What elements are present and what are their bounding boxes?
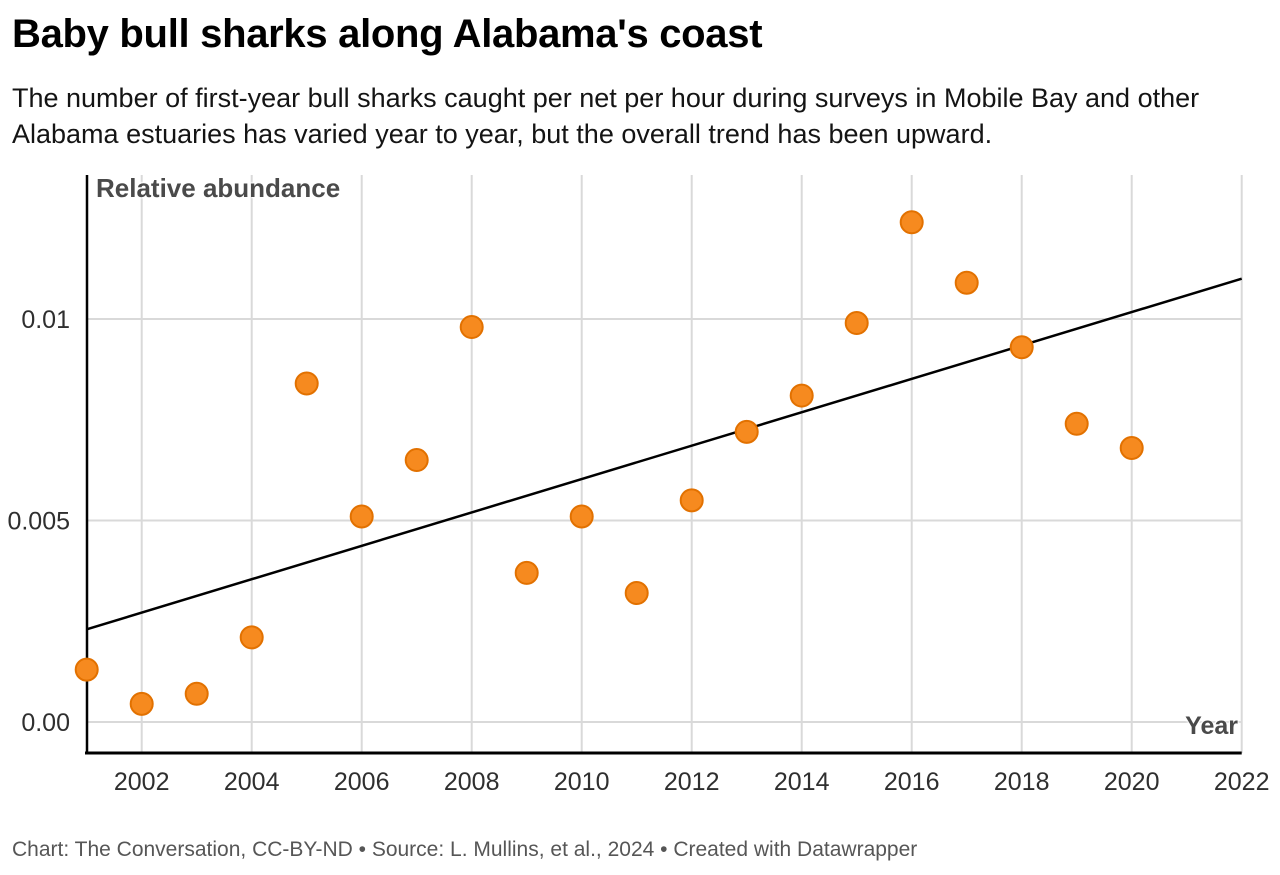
chart-subtitle: The number of first-year bull sharks cau… [12, 83, 1200, 149]
data-point [569, 504, 594, 529]
data-point [1064, 411, 1089, 436]
data-point [1119, 435, 1144, 460]
data-point [1009, 335, 1034, 360]
trend-line [86, 277, 1243, 631]
y-tick-label: 0.00 [21, 709, 70, 737]
data-point [734, 419, 759, 444]
x-tick-label: 2010 [554, 768, 610, 796]
y-axis-title: Relative abundance [96, 173, 341, 203]
x-axis-title: Year [1185, 712, 1238, 740]
data-point [349, 504, 374, 529]
x-tick-label: 2022 [1214, 768, 1270, 796]
x-tick-label: 2004 [224, 768, 280, 796]
data-point [239, 625, 264, 650]
y-tick-label: 0.005 [7, 508, 70, 536]
attribution-line: Chart: The Conversation, CC-BY-ND • Sour… [12, 838, 918, 861]
x-tick-label: 2012 [664, 768, 720, 796]
data-point [459, 315, 484, 340]
data-point [844, 311, 869, 336]
x-tick-label: 2002 [114, 768, 170, 796]
data-point [184, 681, 209, 706]
data-point [899, 210, 924, 235]
data-point [514, 560, 539, 585]
x-tick-label: 2006 [334, 768, 390, 796]
y-tick-label: 0.01 [21, 306, 70, 334]
data-point [789, 383, 814, 408]
x-tick-label: 2020 [1104, 768, 1160, 796]
x-tick-label: 2014 [774, 768, 830, 796]
data-point [954, 270, 979, 295]
data-point [294, 371, 319, 396]
data-point [624, 581, 649, 606]
data-point [129, 691, 154, 716]
x-tick-label: 2016 [884, 768, 940, 796]
x-tick-label: 2018 [994, 768, 1050, 796]
x-tick-label: 2008 [444, 768, 500, 796]
chart-title: Baby bull sharks along Alabama's coast [12, 12, 763, 56]
data-point [404, 448, 429, 473]
data-point [74, 657, 99, 682]
data-point [679, 488, 704, 513]
